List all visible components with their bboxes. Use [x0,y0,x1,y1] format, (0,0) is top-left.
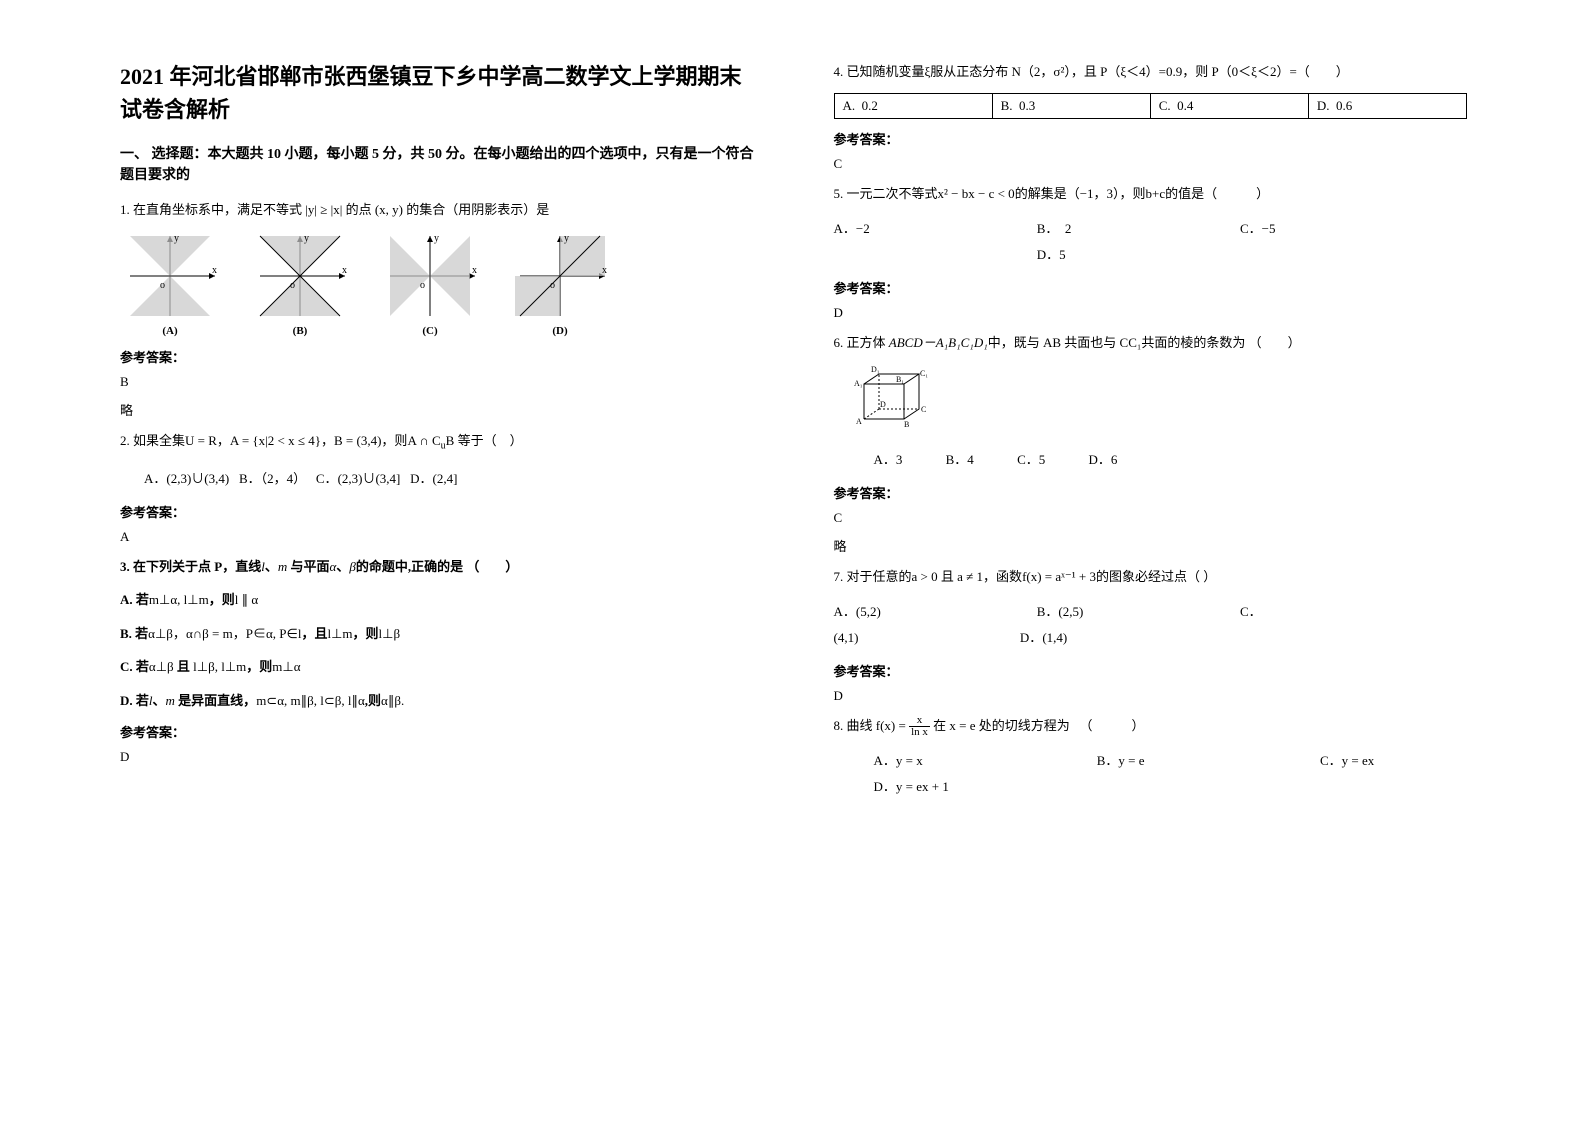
q7-answer: D [834,688,1468,704]
svg-text:y: y [434,233,439,244]
q1-point: (x, y) [375,202,403,217]
graph-b-caption: (B) [293,325,308,337]
section-heading: 一、 选择题：本大题共 10 小题，每小题 5 分，共 50 分。在每小题给出的… [120,144,754,186]
q1-text: 1. 在直角坐标系中，满足不等式 [120,202,302,217]
graph-c-caption: (C) [422,325,437,337]
q2-options: A．(2,3)∪(3,4) B．（2，4） C．(2,3)∪(3,4] D．(2… [120,466,754,492]
q5-answer: D [834,305,1468,321]
q6-note: 略 [834,536,1468,555]
q4-answer: C [834,156,1468,172]
left-column: 2021 年河北省邯郸市张西堡镇豆下乡中学高二数学文上学期期末试卷含解析 一、 … [100,60,794,1062]
q8-options: A．y = x B．y = e C．y = ex D．y = ex + 1 [834,748,1468,800]
q4-answer-label: 参考答案： [834,129,1468,148]
question-5: 5. 一元二次不等式x² − bx − c < 0的解集是（−1，3），则b+c… [834,182,1468,205]
graph-b-svg: x y o [250,231,350,321]
graph-c-svg: x y o [380,231,480,321]
graph-c: x y o (C) [380,231,480,337]
q7-options: A．(5,2) B．(2,5) C． (4,1) D．(1,4) [834,599,1468,651]
graph-b: x y o (B) [250,231,350,337]
svg-text:C: C [921,405,926,414]
svg-text:y: y [304,233,309,244]
q2-a: A = {x|2 < x ≤ 4} [230,433,321,448]
q1-text2: 的点 [346,202,372,217]
svg-text:A₁: A₁ [854,379,863,388]
q4-option-table: A. 0.2 B. 0.3 C. 0.4 D. 0.6 [834,93,1468,119]
svg-text:D₁: D₁ [871,365,880,374]
graph-a: x y o (A) [120,231,220,337]
question-7: 7. 对于任意的a > 0 且 a ≠ 1，函数f(x) = aˣ⁻¹ + 3的… [834,565,1468,588]
graph-d-svg: x y o [510,231,610,321]
q2-text: 2. 如果全集 [120,433,185,448]
svg-text:A: A [856,417,862,426]
q3-opt-d: D. 若l、m 是异面直线，m⊂α, m∥β, l⊂β, l∥α,则α∥β. [120,689,754,712]
q3-opt-a: A. 若m⊥α, l⊥m，则l ∥ α [120,588,754,611]
q4-cell-d: D. 0.6 [1308,94,1466,119]
q7-answer-label: 参考答案： [834,661,1468,680]
question-3: 3. 在下列关于点 P，直线l、m 与平面α、β的命题中,正确的是 （ ） [120,555,754,578]
page-title: 2021 年河北省邯郸市张西堡镇豆下乡中学高二数学文上学期期末试卷含解析 [120,60,754,126]
cube-svg: A B C D A₁ B₁ C₁ D₁ [854,364,934,434]
q1-answer-label: 参考答案： [120,347,754,366]
q6-answer-label: 参考答案： [834,483,1468,502]
q1-text3: 的集合（用阴影表示）是 [406,202,549,217]
q1-formula: |y| ≥ |x| [305,202,342,217]
svg-text:D: D [880,400,886,409]
question-8: 8. 曲线 f(x) = xln x 在 x = e 处的切线方程为 （ ） [834,714,1468,739]
svg-text:y: y [174,233,179,244]
q2-answer-label: 参考答案： [120,502,754,521]
q4-cell-a: A. 0.2 [834,94,992,119]
graph-a-svg: x y o [120,231,220,321]
svg-text:x: x [212,265,217,276]
q3-answer-label: 参考答案： [120,722,754,741]
q1-answer: B [120,374,754,390]
svg-text:y: y [564,233,569,244]
q6-answer: C [834,510,1468,526]
question-1: 1. 在直角坐标系中，满足不等式 |y| ≥ |x| 的点 (x, y) 的集合… [120,198,754,221]
question-6: 6. 正方体 ABCD－A₁B₁C₁D₁中，既与 AB 共面也与 CC₁共面的棱… [834,331,1468,354]
graph-a-caption: (A) [162,325,177,337]
q3-opt-c: C. 若α⊥β 且 l⊥β, l⊥m，则m⊥α [120,655,754,678]
svg-text:o: o [550,280,555,291]
question-2: 2. 如果全集U = R，A = {x|2 < x ≤ 4}，B = (3,4)… [120,429,754,456]
right-column: 4. 已知随机变量ξ服从正态分布 N（2，σ²），且 P（ξ＜4）=0.9，则 … [794,60,1488,1062]
svg-text:o: o [160,280,165,291]
svg-text:o: o [290,280,295,291]
svg-text:x: x [342,265,347,276]
graph-d: x y o (D) [510,231,610,337]
question-4: 4. 已知随机变量ξ服从正态分布 N（2，σ²），且 P（ξ＜4）=0.9，则 … [834,60,1468,83]
cube-figure: A B C D A₁ B₁ C₁ D₁ [854,364,1468,439]
q2-b: B = (3,4) [334,433,381,448]
svg-text:C₁: C₁ [920,369,928,378]
q5-answer-label: 参考答案： [834,278,1468,297]
q2-answer: A [120,529,754,545]
svg-text:x: x [602,265,607,276]
q4-cell-b: B. 0.3 [992,94,1150,119]
q3-answer: D [120,749,754,765]
q5-options: A．−2 B． 2 C．−5 D．5 [834,216,1468,268]
svg-text:o: o [420,280,425,291]
q2-u: U = R [185,433,217,448]
q3-opt-b: B. 若α⊥β，α∩β = m，P∈α, P∈l，且l⊥m，则l⊥β [120,622,754,645]
svg-text:B₁: B₁ [896,375,904,384]
svg-text:B: B [904,420,909,429]
svg-text:x: x [472,265,477,276]
q6-options: A．3 B．4 C．5 D．6 [834,447,1468,473]
graph-d-caption: (D) [552,325,567,337]
q1-graphs: x y o (A) x y o (B) [120,231,754,337]
q1-note: 略 [120,400,754,419]
q4-cell-c: C. 0.4 [1150,94,1308,119]
